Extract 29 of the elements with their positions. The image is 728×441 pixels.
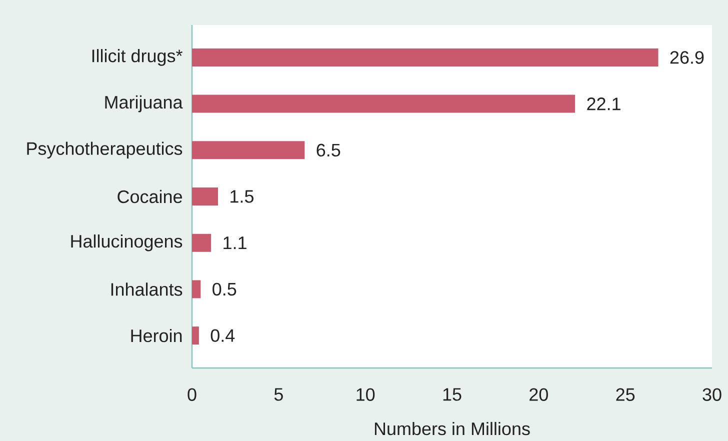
data-label: 0.5 [212,282,236,296]
bar [192,141,305,160]
x-tick-label: 15 [443,388,462,401]
data-label: 6.5 [316,144,340,157]
data-label: 1.1 [224,236,246,250]
y-tick-label: Inhalants [111,282,182,296]
x-tick-label: 30 [702,388,722,401]
y-tick-label: Cocaine [118,190,182,204]
y-tick-label: Hallucinogens [71,234,182,252]
y-tick-label: Psychotherapeutics [27,142,182,159]
bar [192,48,658,66]
x-tick-label: 20 [530,388,548,401]
bar [192,326,199,345]
bar [192,188,218,206]
data-label: 0.4 [210,329,235,342]
y-tick-label: Illicit drugs* [92,49,182,66]
x-tick-label: 25 [616,388,635,401]
data-label: 1.5 [230,190,254,203]
x-tick-label: 0 [188,388,196,401]
data-label: 22.1 [587,98,620,110]
x-tick-label: 5 [274,388,283,401]
bar [192,234,212,252]
x-axis-title: Numbers in Millions [374,422,530,436]
y-tick-label: Heroin [131,328,182,342]
y-tick-label: Marijuana [105,95,183,112]
data-label: 26.9 [670,51,704,64]
x-tick-label: 10 [356,388,375,401]
bar [192,94,576,113]
bar [192,280,201,298]
